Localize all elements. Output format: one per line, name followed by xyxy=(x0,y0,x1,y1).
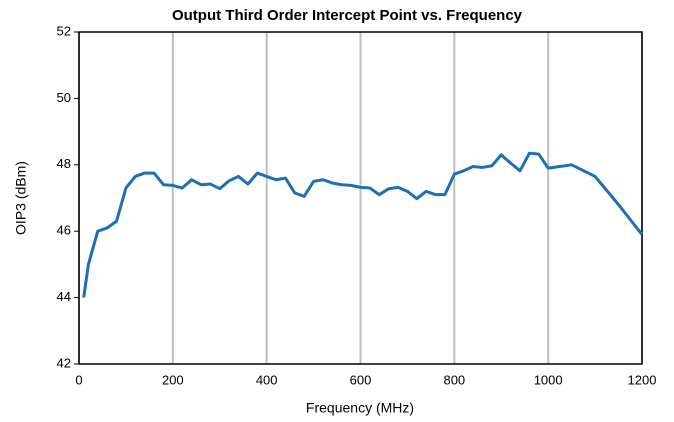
y-tick-label: 52 xyxy=(57,23,71,38)
y-tick-label: 48 xyxy=(57,156,71,171)
y-tick-label: 42 xyxy=(57,355,71,370)
y-tick-label: 46 xyxy=(57,223,71,238)
x-tick-label: 400 xyxy=(256,372,278,387)
chart-title: Output Third Order Intercept Point vs. F… xyxy=(172,7,523,24)
x-tick-label: 1200 xyxy=(628,372,657,387)
x-tick-label: 800 xyxy=(443,372,465,387)
x-tick-label: 600 xyxy=(350,372,372,387)
x-tick-label: 200 xyxy=(162,372,184,387)
x-tick-label: 1000 xyxy=(534,372,563,387)
y-tick-label: 50 xyxy=(57,90,71,105)
y-tick-label: 44 xyxy=(57,289,71,304)
data-line xyxy=(82,151,644,298)
x-tick-label: 0 xyxy=(75,372,82,387)
y-axis-label: OIP3 (dBm) xyxy=(13,161,29,235)
x-axis-label: Frequency (MHz) xyxy=(306,400,414,416)
plot-frame xyxy=(78,31,643,365)
